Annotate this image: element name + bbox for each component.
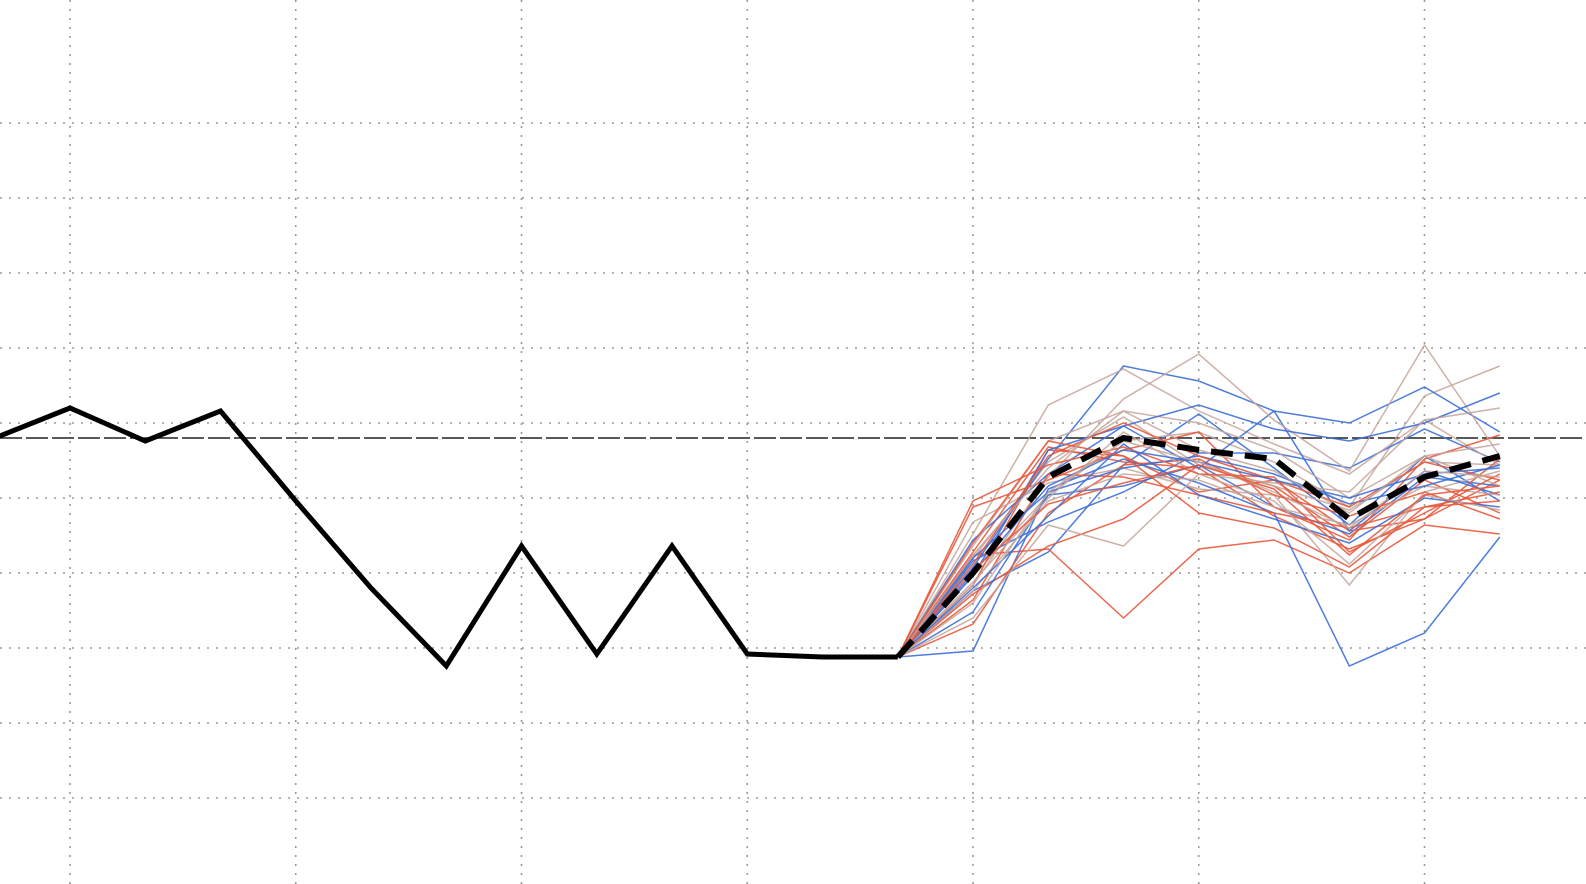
ensemble-series-line: [897, 443, 1500, 658]
ensemble-series-line: [897, 410, 1501, 658]
ensemble-series-group: [897, 343, 1501, 667]
ensemble-series-line: [897, 473, 1500, 658]
ensemble-series-line: [897, 473, 1500, 658]
vertical-gridlines: [69, 0, 1426, 884]
ensemble-series-line: [897, 343, 1501, 658]
median-series-group: [895, 434, 1501, 660]
ensemble-series-line: [897, 422, 1500, 658]
ensemble-series-line: [897, 431, 1501, 658]
ensemble-series-line: [897, 365, 1501, 658]
ensemble-series-line: [897, 392, 1501, 658]
ensemble-series-line: [897, 464, 1500, 658]
history-series-line: [0, 405, 898, 671]
median-forecast-line: [895, 434, 1501, 660]
history-series-group: [0, 405, 898, 671]
ensemble-series-line: [897, 368, 1501, 658]
horizontal-gridlines: [0, 122, 1586, 799]
ensemble-series-line: [897, 440, 1500, 658]
ensemble-series-line: [897, 458, 1501, 667]
